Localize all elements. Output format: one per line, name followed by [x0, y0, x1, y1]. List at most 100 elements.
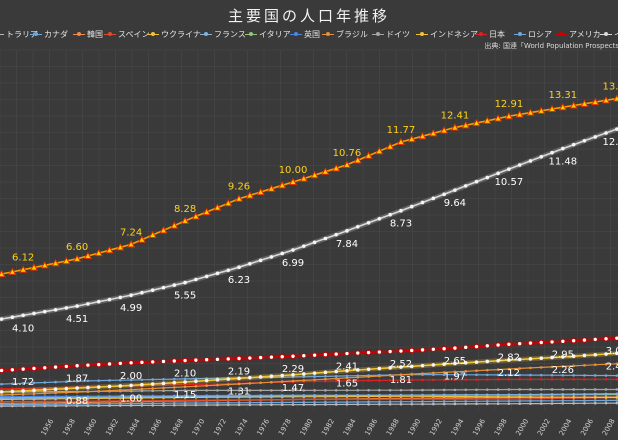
legend-item[interactable]: ブラジル	[322, 29, 368, 40]
data-point	[356, 375, 360, 379]
data-point	[94, 248, 103, 257]
legend-item[interactable]: フランス	[200, 29, 246, 40]
data-point	[29, 263, 39, 271]
data-point	[474, 179, 479, 184]
data-point	[334, 398, 338, 401]
data-point	[591, 97, 600, 106]
legend-item[interactable]: ロシア	[514, 29, 552, 40]
data-point	[517, 163, 522, 167]
data-point	[119, 402, 122, 405]
data-point	[270, 389, 273, 392]
data-point	[162, 401, 165, 405]
data-point	[475, 388, 478, 392]
legend-item[interactable]: 英国	[290, 29, 320, 40]
series-line	[0, 396, 618, 403]
data-point	[561, 355, 565, 359]
data-point	[550, 365, 554, 369]
legend-item[interactable]: イ	[600, 29, 618, 40]
data-point	[324, 398, 327, 401]
data-point	[485, 359, 490, 364]
data-point	[159, 226, 168, 234]
data-point	[248, 401, 252, 404]
data-point	[399, 365, 403, 369]
data-point	[256, 187, 265, 196]
data-point	[162, 395, 165, 399]
data-point	[119, 395, 122, 399]
data-point	[572, 377, 575, 381]
data-point	[615, 399, 618, 402]
data-point	[356, 397, 360, 401]
data-point	[226, 268, 231, 273]
data-point	[302, 403, 306, 406]
data-point	[561, 395, 565, 399]
data-point	[32, 392, 36, 396]
legend-label: カナダ	[44, 30, 68, 39]
data-point	[270, 394, 273, 398]
legend-item[interactable]: イタリア	[245, 29, 291, 40]
legend-item[interactable]: スペイン	[104, 29, 149, 40]
data-point	[280, 403, 284, 407]
data-point	[204, 357, 210, 363]
legend-item[interactable]: インドネシア	[416, 29, 478, 40]
series-line	[0, 395, 618, 401]
data-point	[324, 389, 327, 392]
data-point	[160, 358, 166, 364]
x-tick-label: 1980	[299, 418, 315, 437]
data-point	[560, 338, 566, 344]
data-label: 6.12	[12, 253, 34, 264]
data-point	[432, 388, 435, 392]
x-tick-label: 1976	[255, 417, 271, 437]
data-point	[40, 261, 49, 269]
data-point	[0, 393, 3, 397]
data-point	[107, 297, 112, 302]
data-point	[183, 380, 187, 384]
data-point	[321, 167, 330, 175]
data-point	[51, 258, 60, 267]
data-point	[32, 388, 36, 393]
data-label: 12.91	[495, 99, 524, 110]
data-point	[334, 374, 338, 378]
data-point	[431, 196, 436, 201]
data-point	[475, 399, 478, 403]
data-point	[441, 346, 447, 352]
data-point	[183, 401, 187, 405]
x-tick-label: 1972	[212, 418, 228, 437]
data-label: 2.65	[444, 356, 466, 367]
series-フランス	[0, 392, 618, 400]
data-point	[182, 358, 188, 364]
data-point	[529, 395, 532, 399]
data-point	[172, 403, 176, 407]
data-point	[366, 350, 372, 356]
data-point	[496, 397, 500, 401]
legend-item[interactable]: 韓国	[73, 29, 103, 40]
series-スペイン	[0, 396, 618, 403]
data-label: 4.51	[66, 314, 88, 325]
data-point	[0, 397, 3, 400]
data-point	[11, 396, 14, 400]
legend-item[interactable]: トラリア	[0, 29, 38, 40]
data-point	[310, 170, 319, 179]
data-point	[593, 363, 597, 367]
legend-item[interactable]: カナダ	[30, 29, 68, 40]
legend-item[interactable]: 日本	[475, 29, 505, 40]
data-point	[453, 402, 457, 406]
legend-item[interactable]: ドイツ	[372, 29, 410, 40]
data-point	[75, 304, 79, 308]
data-point	[194, 383, 198, 386]
legend-label: ブラジル	[336, 30, 368, 39]
data-point	[420, 347, 426, 353]
legend-item[interactable]: アメリカ	[555, 29, 601, 40]
data-point	[302, 379, 306, 382]
legend-item[interactable]: ウクライナ	[147, 29, 201, 40]
data-point	[96, 362, 102, 368]
data-point	[205, 395, 208, 398]
data-point	[21, 382, 25, 385]
data-point	[313, 378, 316, 382]
data-point	[83, 251, 92, 260]
data-point	[64, 386, 69, 391]
legend-swatch-dot	[326, 32, 330, 36]
legend-swatch-dot	[479, 32, 483, 36]
data-point	[529, 366, 532, 370]
data-point	[53, 387, 58, 391]
